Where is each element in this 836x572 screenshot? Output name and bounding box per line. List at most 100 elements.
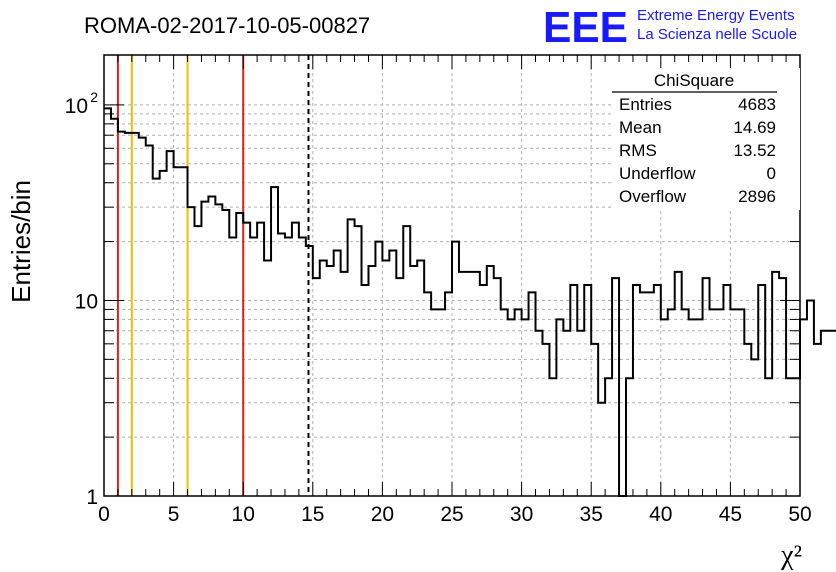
histogram-outline [104, 107, 836, 497]
histogram-bin [236, 213, 243, 496]
histogram-bin [598, 403, 605, 496]
histogram-bin [396, 278, 403, 496]
histogram-bin [382, 261, 389, 496]
logo-line-1: Extreme Energy Events [637, 7, 795, 24]
histogram-bin [201, 202, 208, 496]
histogram-bin [723, 285, 730, 496]
stats-box: ChiSquare Entries 4683 Mean 14.69 RMS 13… [612, 68, 800, 210]
histogram-bin [716, 309, 723, 496]
histogram-bin [640, 292, 647, 496]
histogram-bin [466, 272, 473, 496]
histogram-bin [424, 292, 431, 496]
histogram-bin [536, 331, 543, 496]
histogram-bin [125, 133, 132, 496]
histogram-bin [118, 132, 125, 496]
histogram-bin [703, 278, 710, 496]
histogram-bin [494, 278, 501, 496]
x-tick-label: 25 [440, 503, 463, 526]
histogram-bin [355, 226, 362, 496]
histogram-bin [459, 272, 466, 496]
stats-label-entries: Entries [619, 95, 672, 114]
histogram-bin [292, 223, 299, 496]
histogram-bin [146, 146, 153, 496]
histogram-bin [584, 285, 591, 496]
histogram-bin [515, 309, 522, 496]
histogram-bin [577, 331, 584, 496]
histogram-bin [132, 133, 139, 496]
histogram-bin [556, 319, 563, 496]
histogram-bin [431, 309, 438, 496]
histogram-bin [188, 207, 195, 496]
x-tick-label: 20 [371, 503, 394, 526]
x-tick-label: 50 [788, 503, 811, 526]
histogram-bin [612, 278, 619, 496]
histogram-bin [271, 187, 278, 496]
histogram-bin [229, 237, 236, 496]
histogram-bin [549, 378, 556, 496]
histogram-bin [320, 261, 327, 496]
histogram-bin [174, 167, 181, 496]
histogram-bin [153, 179, 160, 496]
histogram-bin [730, 309, 737, 496]
histogram-bin [160, 171, 167, 496]
histogram-bin [633, 285, 640, 496]
histogram-bin [194, 226, 201, 496]
histogram-bin [327, 266, 334, 496]
histogram-bin [348, 219, 355, 496]
histogram-bin [710, 309, 717, 496]
stats-label-rms: RMS [619, 141, 657, 160]
histogram-bin [368, 266, 375, 496]
histogram-bin [605, 378, 612, 496]
histogram-bin [104, 108, 111, 496]
histogram-bin [591, 344, 598, 496]
histogram-bin [689, 319, 696, 496]
stats-label-mean: Mean [619, 118, 662, 137]
histogram-bin [661, 319, 668, 496]
histogram-bin [111, 119, 118, 496]
histogram-bin [765, 378, 772, 496]
histogram-bin [139, 138, 146, 496]
x-tick-label: 10 [232, 503, 255, 526]
stats-value-overflow: 2896 [738, 187, 776, 206]
y-tick-label: 10 [65, 95, 88, 118]
histogram-bin [167, 151, 174, 496]
stats-label-underflow: Underflow [619, 164, 696, 183]
histogram-bin [362, 285, 369, 496]
histogram-bin [403, 226, 410, 496]
eee-logo: EEE [543, 3, 628, 52]
y-axis-title: Entries/bin [6, 180, 36, 303]
stats-value-underflow: 0 [767, 164, 776, 183]
histogram-bin [758, 285, 765, 496]
stats-value-rms: 13.52 [733, 141, 776, 160]
histogram-bin [529, 292, 536, 496]
histogram-bin [313, 278, 320, 496]
histogram-bin [654, 285, 661, 496]
histogram-bin [508, 319, 515, 496]
histogram-bin [744, 344, 751, 496]
histogram-bin [257, 223, 264, 496]
x-tick-label: 35 [580, 503, 603, 526]
histogram-bin [243, 223, 250, 496]
y-tick-exponent: 2 [90, 89, 98, 105]
histogram-bin [438, 309, 445, 496]
histogram-bin [626, 378, 633, 496]
x-tick-label: 0 [98, 503, 110, 526]
histogram-bin [278, 234, 285, 496]
histogram-bin [445, 292, 452, 496]
histogram-bin [264, 261, 271, 496]
x-tick-label: 5 [168, 503, 180, 526]
histogram-bin [563, 331, 570, 496]
histogram-bin [215, 204, 222, 496]
x-tick-label: 30 [510, 503, 533, 526]
histogram-bin [800, 319, 807, 496]
histogram-bin [814, 344, 821, 496]
logo-line-2: La Scienza nelle Scuole [637, 26, 797, 43]
histogram-bin [410, 266, 417, 496]
stats-value-mean: 14.69 [733, 118, 776, 137]
histogram-bin [181, 167, 188, 496]
stats-label-overflow: Overflow [619, 187, 687, 206]
histogram-bin [341, 272, 348, 496]
histogram-bin [772, 272, 779, 496]
stats-title: ChiSquare [654, 71, 734, 90]
